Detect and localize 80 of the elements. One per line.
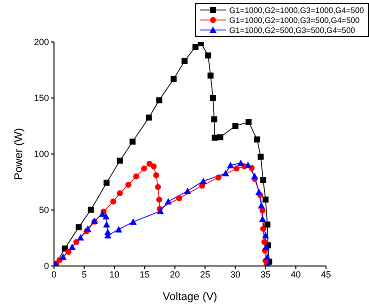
point [116,190,123,196]
x-tick-label: 20 [170,269,180,280]
point [88,206,94,213]
x-tick-label: 0 [51,269,57,280]
point [205,52,212,58]
point [234,166,240,172]
point [215,174,222,181]
legend-label: G1=1000,G2=500,G3=500,G4=500 [229,26,356,34]
point [73,239,80,246]
x-tick-label: 15 [140,269,150,280]
point [116,158,123,164]
point [260,177,266,184]
point [176,195,182,202]
point [261,239,268,246]
point [125,182,132,188]
point [208,72,214,79]
point [262,196,269,203]
point [260,226,266,232]
point [170,76,177,82]
point [60,253,67,260]
point [258,202,265,209]
y-tick-label: 200 [34,37,49,48]
point [68,243,76,250]
point [251,172,258,180]
point [200,178,207,184]
y-axis-title: Power (W) [12,128,25,180]
point [264,222,270,228]
point [102,212,110,220]
point [222,170,230,176]
point [182,58,188,64]
point [244,161,252,168]
y-tick-label: 0 [44,261,49,272]
point [150,163,157,170]
point [232,123,238,129]
point [76,224,82,230]
point [130,138,136,145]
legend-label: G1=1000,G2=1000,G3=1000,G4=500 [229,6,364,14]
point [133,173,140,180]
y-tick-label: 150 [34,93,49,104]
point [66,248,72,255]
point [84,225,92,232]
point [77,234,84,240]
point [104,180,110,186]
x-tick-label: 5 [82,269,87,280]
point [130,218,137,225]
point [246,118,252,125]
point [164,198,172,204]
point [103,221,110,228]
point [255,188,262,195]
y-tick-label: 50 [38,205,49,216]
x-tick-label: 35 [260,269,271,280]
point [254,136,260,142]
point [210,95,216,101]
x-tick-label: 45 [320,269,332,280]
point [258,154,264,160]
point [154,184,161,190]
point [153,172,160,178]
point [156,97,162,104]
legend-label: G1=1000,G2=1000,G3=500,G4=500 [229,16,360,24]
point [146,114,152,121]
point [237,160,244,166]
point [110,198,116,204]
point [217,134,224,140]
point [115,226,122,232]
point [262,232,270,238]
point [156,208,164,214]
x-tick-label: 25 [200,269,210,280]
point [264,254,271,260]
x-tick-label: 30 [230,269,240,280]
x-tick-label: 10 [109,269,120,280]
point [184,187,192,194]
y-tick-label: 100 [34,149,49,160]
point [227,162,234,168]
point [192,44,198,50]
x-tick-label: 40 [290,269,301,280]
point [259,215,266,222]
x-axis-title: Voltage (V) [162,291,218,303]
point [141,166,148,172]
point [156,196,162,203]
point [211,116,218,122]
